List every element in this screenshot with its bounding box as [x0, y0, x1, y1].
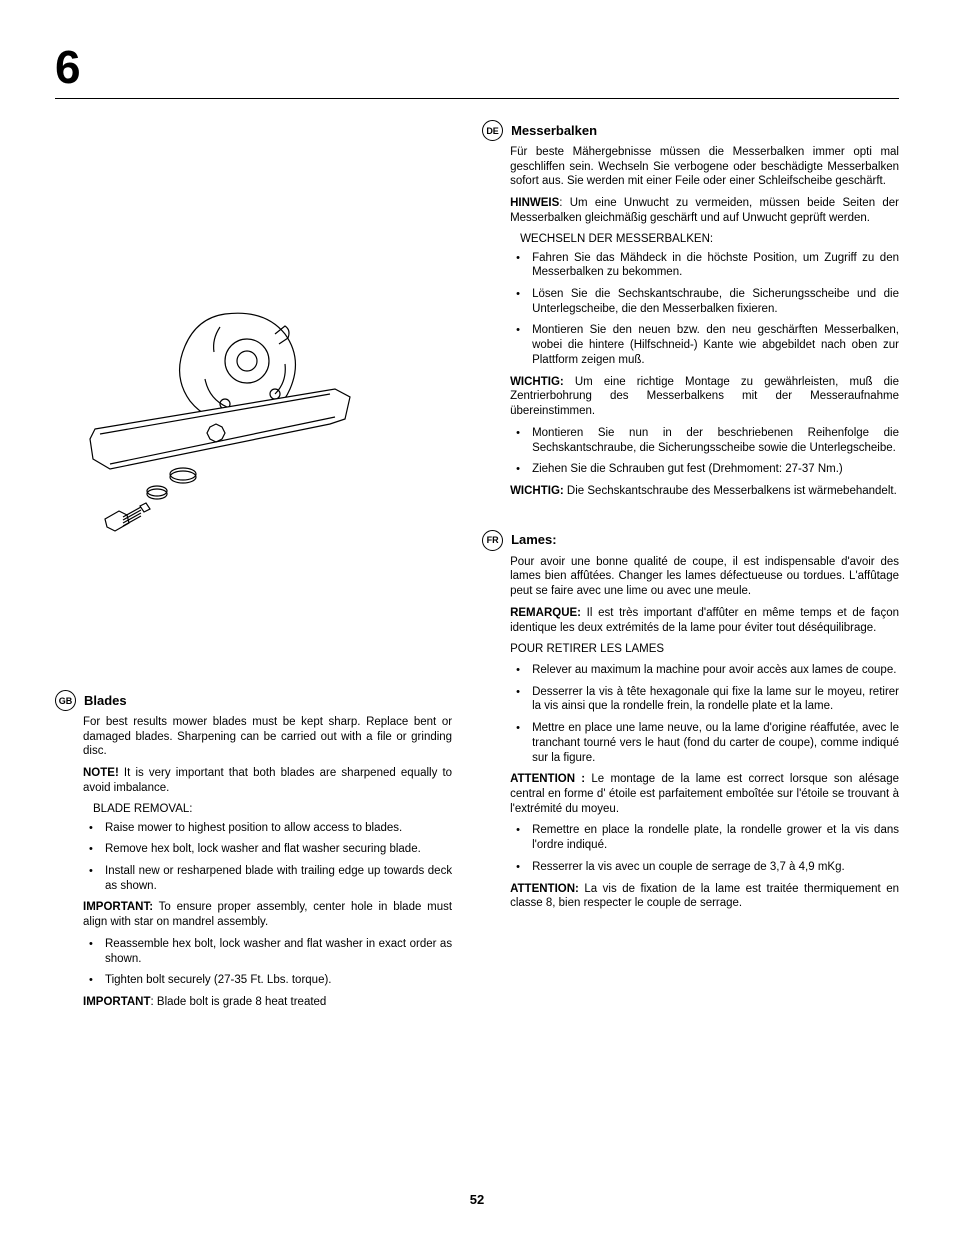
gb-b3: Install new or resharpened blade with tr…: [83, 864, 452, 893]
gb-subhead: BLADE REMOVAL:: [93, 803, 452, 815]
content-columns: GB Blades For best results mower blades …: [55, 119, 899, 1036]
fr-important-1: ATTENTION : Le montage de la lame est co…: [510, 772, 899, 816]
fr-title: Lames:: [511, 532, 557, 547]
chapter-number: 6: [55, 40, 899, 94]
de-bullets-2: Montieren Sie nun in der beschriebenen R…: [510, 426, 899, 477]
fr-b3: Mettre en place une lame neuve, ou la la…: [510, 721, 899, 765]
left-column: GB Blades For best results mower blades …: [55, 119, 452, 1036]
blade-diagram: [55, 299, 452, 559]
gb-bullets-1: Raise mower to highest position to allow…: [83, 821, 452, 894]
fr-important-2: ATTENTION: La vis de fixation de la lame…: [510, 882, 899, 911]
page-number: 52: [0, 1192, 954, 1207]
fr-b2: Desserrer la vis à tête hexagonale qui f…: [510, 685, 899, 714]
de-note: HINWEIS: Um eine Unwucht zu vermeiden, m…: [510, 196, 899, 225]
de-b3: Montieren Sie den neuen bzw. den neu ges…: [510, 323, 899, 367]
de-b1: Fahren Sie das Mähdeck in die höchste Po…: [510, 251, 899, 280]
fr-bullets-2: Remettre en place la rondelle plate, la …: [510, 823, 899, 874]
gb-b2: Remove hex bolt, lock washer and flat wa…: [83, 842, 452, 857]
de-b2: Lösen Sie die Sechskantschraube, die Sic…: [510, 287, 899, 316]
fr-intro: Pour avoir une bonne qualité de coupe, i…: [510, 555, 899, 599]
divider: [55, 98, 899, 99]
fr-b4: Remettre en place la rondelle plate, la …: [510, 823, 899, 852]
gb-b5: Tighten bolt securely (27-35 Ft. Lbs. to…: [83, 973, 452, 988]
fr-note: REMARQUE: Il est très important d'affûte…: [510, 606, 899, 635]
de-bullets-1: Fahren Sie das Mähdeck in die höchste Po…: [510, 251, 899, 368]
gb-important-1: IMPORTANT: To ensure proper assembly, ce…: [83, 900, 452, 929]
de-title: Messerbalken: [511, 123, 597, 138]
gb-important-2: IMPORTANT: Blade bolt is grade 8 heat tr…: [83, 995, 452, 1010]
fr-b1: Relever au maximum la machine pour avoir…: [510, 663, 899, 678]
de-section: DE Messerbalken Für beste Mähergebnisse …: [482, 119, 899, 499]
gb-bullets-2: Reassemble hex bolt, lock washer and fla…: [83, 937, 452, 988]
gb-section: GB Blades For best results mower blades …: [55, 689, 452, 1010]
gb-lang-icon: GB: [55, 690, 76, 711]
gb-intro: For best results mower blades must be ke…: [83, 715, 452, 759]
fr-bullets-1: Relever au maximum la machine pour avoir…: [510, 663, 899, 765]
de-important-1: WICHTIG: Um eine richtige Montage zu gew…: [510, 375, 899, 419]
right-column: DE Messerbalken Für beste Mähergebnisse …: [482, 119, 899, 1036]
gb-note: NOTE! It is very important that both bla…: [83, 766, 452, 795]
gb-b1: Raise mower to highest position to allow…: [83, 821, 452, 836]
gb-title: Blades: [84, 693, 127, 708]
de-lang-icon: DE: [482, 120, 503, 141]
de-intro: Für beste Mähergebnisse müssen die Messe…: [510, 145, 899, 189]
gb-b4: Reassemble hex bolt, lock washer and fla…: [83, 937, 452, 966]
fr-b5: Resserrer la vis avec un couple de serra…: [510, 860, 899, 875]
blade-assembly-illustration: [75, 299, 375, 559]
fr-section: FR Lames: Pour avoir une bonne qualité d…: [482, 529, 899, 911]
de-b5: Ziehen Sie die Schrauben gut fest (Drehm…: [510, 462, 899, 477]
de-subhead: WECHSELN DER MESSERBALKEN:: [520, 233, 899, 245]
de-important-2: WICHTIG: Die Sechskantschraube des Messe…: [510, 484, 899, 499]
de-b4: Montieren Sie nun in der beschriebenen R…: [510, 426, 899, 455]
fr-lang-icon: FR: [482, 530, 503, 551]
fr-subhead: POUR RETIRER LES LAMES: [510, 642, 899, 657]
